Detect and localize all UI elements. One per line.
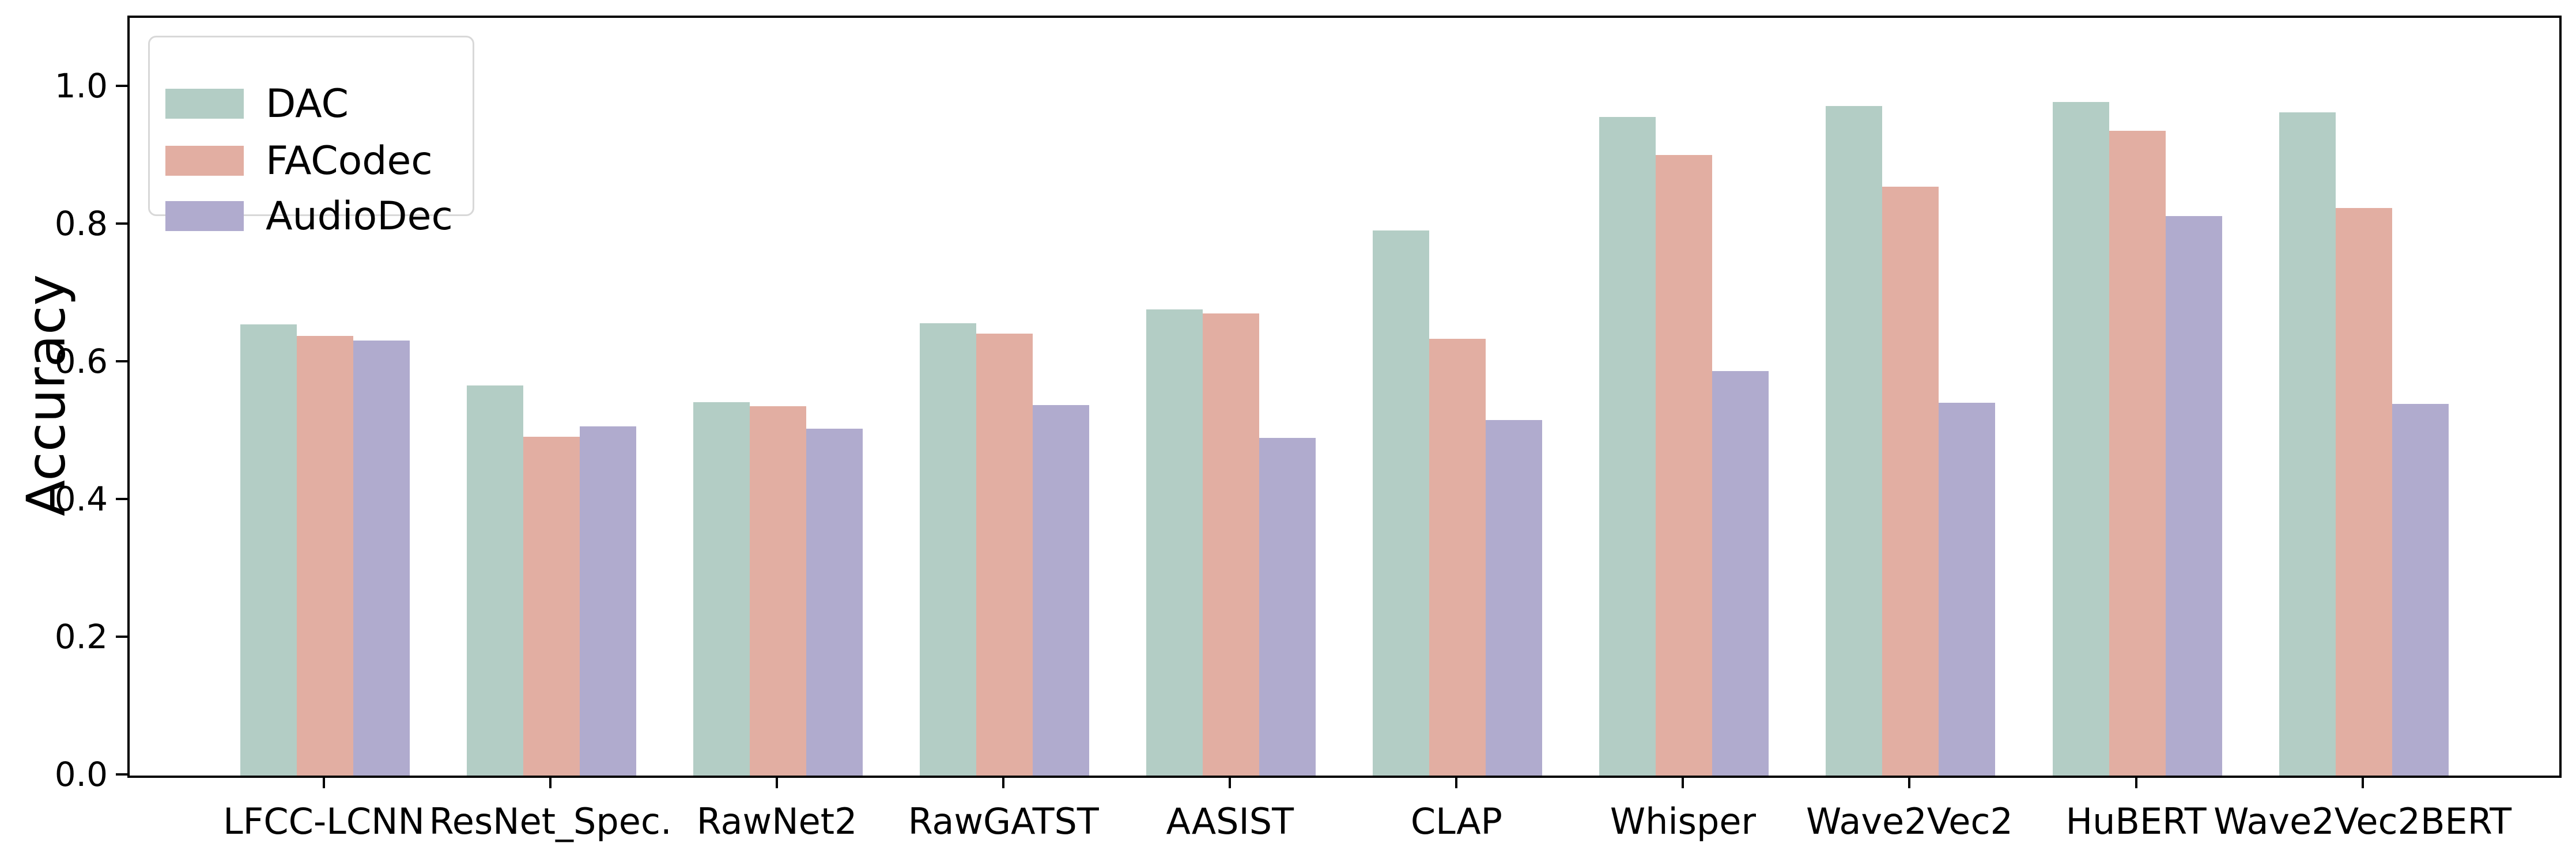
bar-dac-wave2vec2bert xyxy=(2279,112,2336,776)
bar-audiodec-clap xyxy=(1486,420,1543,776)
x-tick-label: HuBERT xyxy=(2065,800,2207,842)
legend-label-audiodec: AudioDec xyxy=(266,193,453,239)
bar-audiodec-whisper xyxy=(1712,371,1769,776)
legend-swatch-facodec xyxy=(165,146,244,176)
y-tick-mark xyxy=(116,84,127,87)
bar-facodec-rawgatst xyxy=(976,333,1033,776)
x-tick-mark xyxy=(1455,777,1458,788)
bar-dac-aasist xyxy=(1146,309,1203,776)
bar-facodec-rawnet2 xyxy=(750,406,807,776)
x-tick-mark xyxy=(323,777,325,788)
x-tick-label: RawNet2 xyxy=(696,800,858,842)
legend-item-dac: DAC xyxy=(165,81,349,127)
legend-swatch-audiodec xyxy=(165,201,244,231)
bar-facodec-clap xyxy=(1429,339,1486,776)
bar-facodec-whisper xyxy=(1656,154,1713,776)
bar-dac-wave2vec2 xyxy=(1826,106,1883,776)
x-tick-mark xyxy=(1002,777,1005,788)
y-tick-label: 0.8 xyxy=(54,203,108,243)
y-tick-mark xyxy=(116,222,127,225)
x-tick-label: RawGATST xyxy=(908,800,1099,842)
bar-dac-hubert xyxy=(2052,101,2109,776)
x-tick-label: Wave2Vec2BERT xyxy=(2214,800,2512,842)
bar-dac-resnet-spec- xyxy=(467,385,524,776)
legend: DAC FACodec AudioDec xyxy=(148,36,474,239)
y-tick-mark xyxy=(116,635,127,638)
bar-facodec-wave2vec2 xyxy=(1882,186,1939,776)
bar-audiodec-rawgatst xyxy=(1033,404,1090,776)
x-tick-mark xyxy=(2361,777,2364,788)
legend-item-facodec: FACodec xyxy=(165,138,433,184)
x-tick-mark xyxy=(549,777,552,788)
bar-audiodec-aasist xyxy=(1259,438,1316,776)
bar-dac-rawnet2 xyxy=(693,402,750,776)
x-tick-mark xyxy=(776,777,779,788)
legend-swatch-dac xyxy=(165,89,244,119)
legend-label-dac: DAC xyxy=(266,81,349,127)
x-tick-mark xyxy=(1682,777,1684,788)
y-tick-mark xyxy=(116,360,127,362)
x-tick-label: CLAP xyxy=(1410,800,1502,842)
x-tick-label: Whisper xyxy=(1610,800,1756,842)
bar-facodec-lfcc-lcnn xyxy=(297,336,353,776)
bar-audiodec-wave2vec2bert xyxy=(2392,403,2449,776)
y-tick-label: 0.4 xyxy=(54,479,108,519)
legend-item-audiodec: AudioDec xyxy=(165,194,453,239)
bar-dac-clap xyxy=(1373,230,1430,776)
y-tick-label: 0.6 xyxy=(54,341,108,381)
legend-label-facodec: FACodec xyxy=(266,138,433,184)
bar-dac-rawgatst xyxy=(920,323,977,776)
x-tick-mark xyxy=(1229,777,1232,788)
bar-audiodec-hubert xyxy=(2165,216,2222,776)
bar-dac-lfcc-lcnn xyxy=(240,324,297,776)
plot-area xyxy=(127,16,2562,778)
bar-dac-whisper xyxy=(1599,117,1656,776)
y-tick-mark xyxy=(116,773,127,776)
y-tick-label: 1.0 xyxy=(54,66,108,105)
y-tick-mark xyxy=(116,497,127,500)
bar-audiodec-resnet-spec- xyxy=(580,426,637,776)
x-tick-label: Wave2Vec2 xyxy=(1806,800,2013,842)
y-tick-label: 0.2 xyxy=(54,617,108,656)
x-tick-mark xyxy=(2135,777,2137,788)
bar-audiodec-lfcc-lcnn xyxy=(353,340,410,776)
bar-facodec-resnet-spec- xyxy=(523,436,580,776)
x-tick-label: LFCC-LCNN xyxy=(223,800,425,842)
y-tick-label: 0.0 xyxy=(54,755,108,794)
bar-facodec-aasist xyxy=(1203,313,1260,776)
x-tick-label: ResNet_Spec. xyxy=(429,800,672,842)
x-tick-mark xyxy=(1908,777,1911,788)
x-tick-label: AASIST xyxy=(1166,800,1294,842)
bar-facodec-hubert xyxy=(2109,131,2166,776)
bar-facodec-wave2vec2bert xyxy=(2335,207,2392,776)
bar-audiodec-rawnet2 xyxy=(806,428,863,776)
bar-audiodec-wave2vec2 xyxy=(1939,403,1996,776)
